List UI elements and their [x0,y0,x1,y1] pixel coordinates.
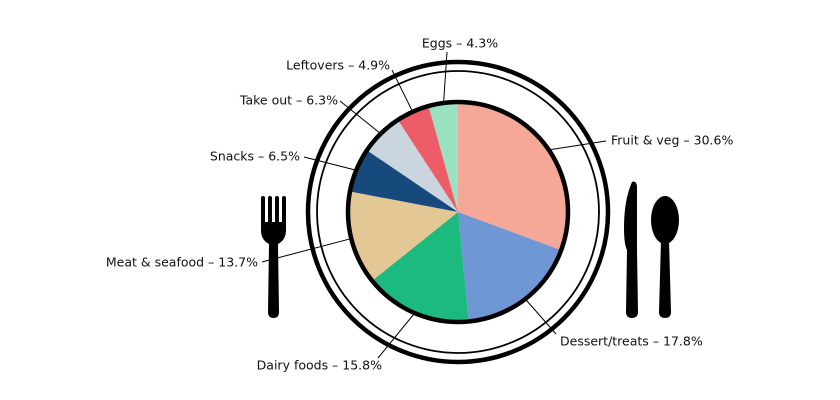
pie-border [345,99,571,325]
value-label: Snacks – 6.5% [210,149,300,164]
value-label: Leftovers – 4.9% [286,58,390,73]
wedge [458,102,568,251]
value-label: Meat & seafood – 13.7% [106,255,258,270]
leader-line [377,311,417,359]
value-label: Dessert/treats – 17.8% [560,334,703,349]
value-label: Eggs – 4.3% [422,36,498,51]
leader-line [546,140,607,151]
wedge [428,102,458,212]
leader-line [303,156,359,172]
leader-line [391,69,414,114]
leader-line [442,51,448,106]
value-label: Dairy foods – 15.8% [257,358,382,373]
wedge [458,212,562,322]
pie [347,102,568,323]
wedge [366,119,458,212]
leader-line [261,237,354,263]
wedge [397,105,458,212]
plate-rim [305,59,611,365]
value-label: Fruit & veg – 30.6% [611,133,733,148]
knife [624,181,638,318]
leader-line [523,297,557,335]
labels: Fruit & veg – 30.6% Dessert/treats – 17.8… [106,36,734,373]
wedge [372,212,469,323]
fork [261,196,286,318]
wedge [347,191,458,281]
wedge [349,150,458,212]
plate-inner-rim [316,70,600,354]
spoon [651,196,679,318]
leader-line [339,100,383,136]
value-label: Take out – 6.3% [239,93,338,108]
